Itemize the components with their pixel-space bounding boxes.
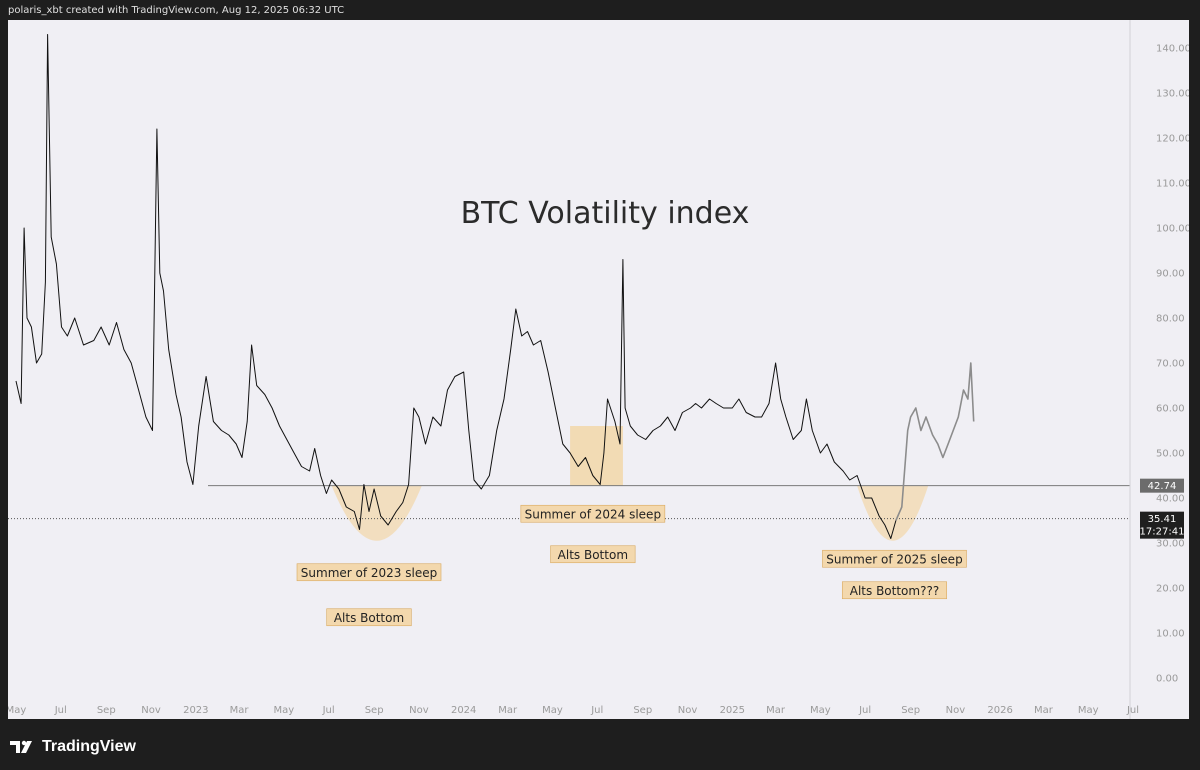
brand-name: TradingView (42, 738, 136, 755)
chart-frame: BTC Volatility index Summer of 2023 slee… (8, 20, 1189, 719)
x-tick-label: Jul (590, 705, 603, 716)
support-badge-label: 42.74 (1148, 481, 1177, 492)
time-axis: May Jul Sep Nov 2023 Mar May Jul Sep Nov 2024 Mar Ma… (8, 705, 1139, 716)
y-tick-label: 140.00 (1156, 44, 1189, 55)
y-tick-label: 0.00 (1156, 674, 1178, 685)
x-tick-label: Jul (1126, 705, 1139, 716)
x-tick-label: 2025 (720, 705, 745, 716)
x-tick-label: Nov (946, 705, 966, 716)
annotation-label-4: Alts Bottom (558, 548, 628, 562)
x-tick-label: Nov (678, 705, 698, 716)
current-badge-time: 17:27:41 (1140, 527, 1185, 538)
annotation-label-6: Alts Bottom??? (850, 584, 939, 598)
annotation-box-2 (326, 608, 412, 627)
x-tick-label: Mar (498, 705, 518, 716)
tradingview-logo-icon (10, 740, 32, 753)
x-tick-label: May (8, 705, 26, 716)
x-tick-label: Nov (409, 705, 429, 716)
y-tick-label: 120.00 (1156, 134, 1189, 145)
annotation-label-3: Summer of 2024 sleep (525, 507, 661, 521)
footer: TradingView (10, 736, 136, 758)
y-tick-label: 20.00 (1156, 584, 1185, 595)
x-tick-label: Sep (633, 705, 652, 716)
price-badges: 42.74 35.41 17:27:41 (1140, 478, 1185, 539)
y-tick-label: 60.00 (1156, 404, 1185, 415)
x-tick-label: Sep (97, 705, 116, 716)
y-tick-label: 80.00 (1156, 314, 1185, 325)
x-tick-label: 2024 (451, 705, 476, 716)
x-tick-label: Sep (365, 705, 384, 716)
chart-title: BTC Volatility index (461, 196, 750, 231)
series-group (15, 34, 975, 539)
annotation-box-3 (520, 504, 666, 523)
x-tick-label: Jul (322, 705, 335, 716)
chart-attribution: polaris_xbt created with TradingView.com… (8, 5, 345, 16)
highlight-zone-1 (331, 485, 422, 541)
highlight-zone-2 (570, 426, 623, 486)
x-tick-label: Mar (230, 705, 250, 716)
x-tick-label: Nov (141, 705, 161, 716)
series-line-2 (895, 362, 975, 521)
annotation-label-2: Alts Bottom (334, 611, 404, 625)
annotation-box-6 (841, 581, 947, 600)
chart-canvas: BTC Volatility index Summer of 2023 slee… (8, 20, 1189, 719)
x-tick-label: May (810, 705, 831, 716)
support-badge (1140, 478, 1184, 493)
current-badge (1140, 511, 1184, 539)
x-tick-label: May (274, 705, 295, 716)
x-tick-label: May (1078, 705, 1099, 716)
y-tick-label: 100.00 (1156, 224, 1189, 235)
annotation-box-4 (550, 545, 636, 564)
y-tick-label: 30.00 (1156, 539, 1185, 550)
annotation-box-5 (822, 549, 967, 568)
y-tick-label: 50.00 (1156, 449, 1185, 460)
x-tick-label: Mar (1034, 705, 1054, 716)
y-tick-label: 110.00 (1156, 179, 1189, 190)
x-tick-label: Jul (858, 705, 871, 716)
current-badge-value: 35.41 (1148, 514, 1177, 525)
y-tick-label: 40.00 (1156, 494, 1185, 505)
x-tick-label: Mar (766, 705, 786, 716)
annotation-label-5: Summer of 2025 sleep (826, 552, 962, 566)
y-tick-label: 130.00 (1156, 89, 1189, 100)
highlight-zone-3 (857, 485, 929, 541)
series-line-1 (15, 34, 897, 539)
annotation-group: Summer of 2023 sleep Alts Bottom Summer of… (296, 504, 967, 627)
x-tick-label: Jul (54, 705, 67, 716)
x-tick-label: 2026 (987, 705, 1012, 716)
y-tick-label: 90.00 (1156, 269, 1185, 280)
y-tick-label: 10.00 (1156, 629, 1185, 640)
x-tick-label: May (542, 705, 563, 716)
annotation-box-1 (296, 563, 442, 582)
x-tick-label: 2023 (183, 705, 208, 716)
price-axis: 140.00 130.00 120.00 110.00 100.00 90.00 80.00… (1156, 44, 1189, 685)
annotation-label-1: Summer of 2023 sleep (301, 566, 437, 580)
y-tick-label: 70.00 (1156, 359, 1185, 370)
x-tick-label: Sep (901, 705, 920, 716)
highlight-zones (331, 426, 929, 541)
